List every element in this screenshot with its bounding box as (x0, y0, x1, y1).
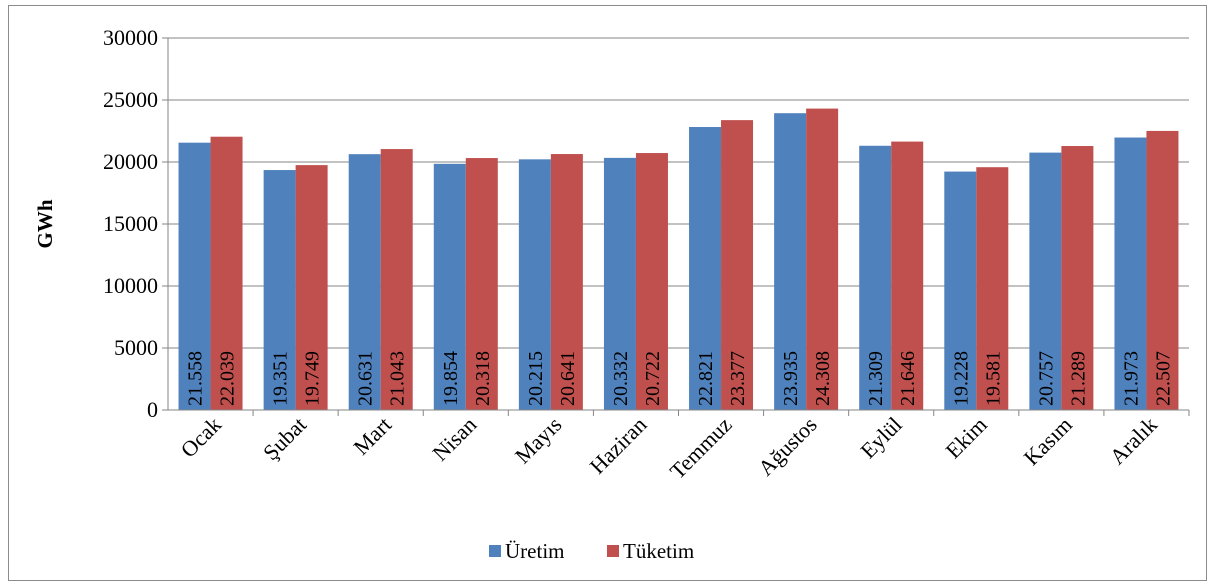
y-tick-label: 10000 (103, 273, 158, 298)
data-label: 20.318 (472, 351, 494, 406)
bar-uretim (944, 171, 977, 410)
data-label: 24.308 (812, 351, 834, 406)
bar-tuketim (380, 149, 413, 410)
bars (178, 108, 1179, 411)
data-label: 21.309 (865, 351, 887, 406)
y-axis-ticks: 0 5000 10000 15000 20000 25000 30000 (103, 25, 168, 422)
data-label: 19.749 (302, 351, 324, 406)
y-tick-label: 25000 (103, 87, 158, 112)
data-label: 19.351 (270, 351, 292, 406)
bar-uretim (178, 142, 211, 411)
y-axis-label: GWh (33, 199, 57, 248)
bar-uretim (1114, 137, 1147, 411)
y-tick-label: 20000 (103, 149, 158, 174)
bar-tuketim (550, 154, 583, 410)
y-tick-label: 5000 (114, 335, 158, 360)
bar-tuketim (295, 165, 328, 410)
legend-label-tuketim: Tüketim (623, 539, 694, 563)
bar-tuketim (976, 167, 1009, 410)
bar-tuketim (891, 141, 924, 410)
data-label: 19.581 (982, 351, 1004, 406)
bar-tuketim (721, 120, 754, 411)
legend-swatch-uretim (489, 545, 501, 557)
x-category-label: Mayıs (510, 412, 567, 469)
data-labels: 21.558 22.039 19.351 19.749 20.631 21.043 19.8… (185, 351, 1175, 406)
bar-tuketim (1146, 130, 1179, 410)
bar-tuketim (635, 153, 668, 411)
x-axis-categories: Ocak Şubat Mart Nisan Mayıs Haziran Temmuz Ağus… (176, 410, 1190, 484)
data-label: 19.854 (440, 351, 462, 406)
data-label: 22.039 (217, 351, 239, 406)
x-category-label: Haziran (585, 412, 652, 479)
bar-uretim (433, 163, 466, 410)
bar-uretim (603, 157, 636, 410)
x-category-label: Ekim (940, 412, 991, 463)
bar-uretim (348, 154, 381, 410)
data-label: 20.215 (525, 351, 547, 406)
x-category-label: Aralık (1105, 412, 1162, 469)
x-category-label: Nisan (427, 412, 481, 466)
bar-uretim (1029, 152, 1062, 410)
bar-tuketim (465, 158, 498, 410)
y-tick-label: 15000 (103, 211, 158, 236)
data-label: 21.558 (185, 351, 207, 406)
data-label: 20.757 (1035, 351, 1057, 406)
bar-uretim (263, 170, 296, 410)
data-label: 21.646 (897, 351, 919, 406)
data-label: 20.641 (557, 351, 579, 406)
bar-tuketim (806, 108, 839, 410)
bar-uretim (689, 127, 722, 411)
data-label: 23.935 (780, 351, 802, 406)
data-label: 19.228 (950, 351, 972, 406)
data-label: 21.973 (1120, 351, 1142, 406)
x-category-label: Ocak (176, 412, 227, 463)
data-label: 22.821 (695, 351, 717, 406)
data-label: 20.332 (610, 351, 632, 406)
y-tick-label: 30000 (103, 25, 158, 50)
bar-tuketim (1061, 146, 1094, 410)
y-tick-label: 0 (147, 397, 158, 422)
gridlines (168, 37, 1189, 349)
data-label: 20.722 (642, 351, 664, 406)
x-category-label: Mart (348, 412, 396, 460)
data-label: 23.377 (727, 351, 749, 406)
legend-swatch-tuketim (607, 545, 619, 557)
data-label: 21.043 (387, 351, 409, 406)
data-label: 20.631 (355, 351, 377, 406)
data-label: 22.507 (1152, 351, 1174, 406)
bar-tuketim (210, 136, 243, 410)
legend: Üretim Tüketim (489, 539, 694, 563)
x-category-label: Kasım (1019, 412, 1077, 470)
x-category-label: Eylül (855, 412, 906, 463)
data-label: 21.289 (1067, 351, 1089, 406)
x-category-label: Temmuz (665, 412, 737, 484)
bar-uretim (774, 113, 807, 411)
bar-uretim (859, 145, 892, 410)
x-category-label: Ağustos (753, 412, 822, 481)
legend-label-uretim: Üretim (505, 539, 564, 563)
x-category-label: Şubat (258, 412, 311, 465)
bar-uretim (518, 159, 551, 410)
